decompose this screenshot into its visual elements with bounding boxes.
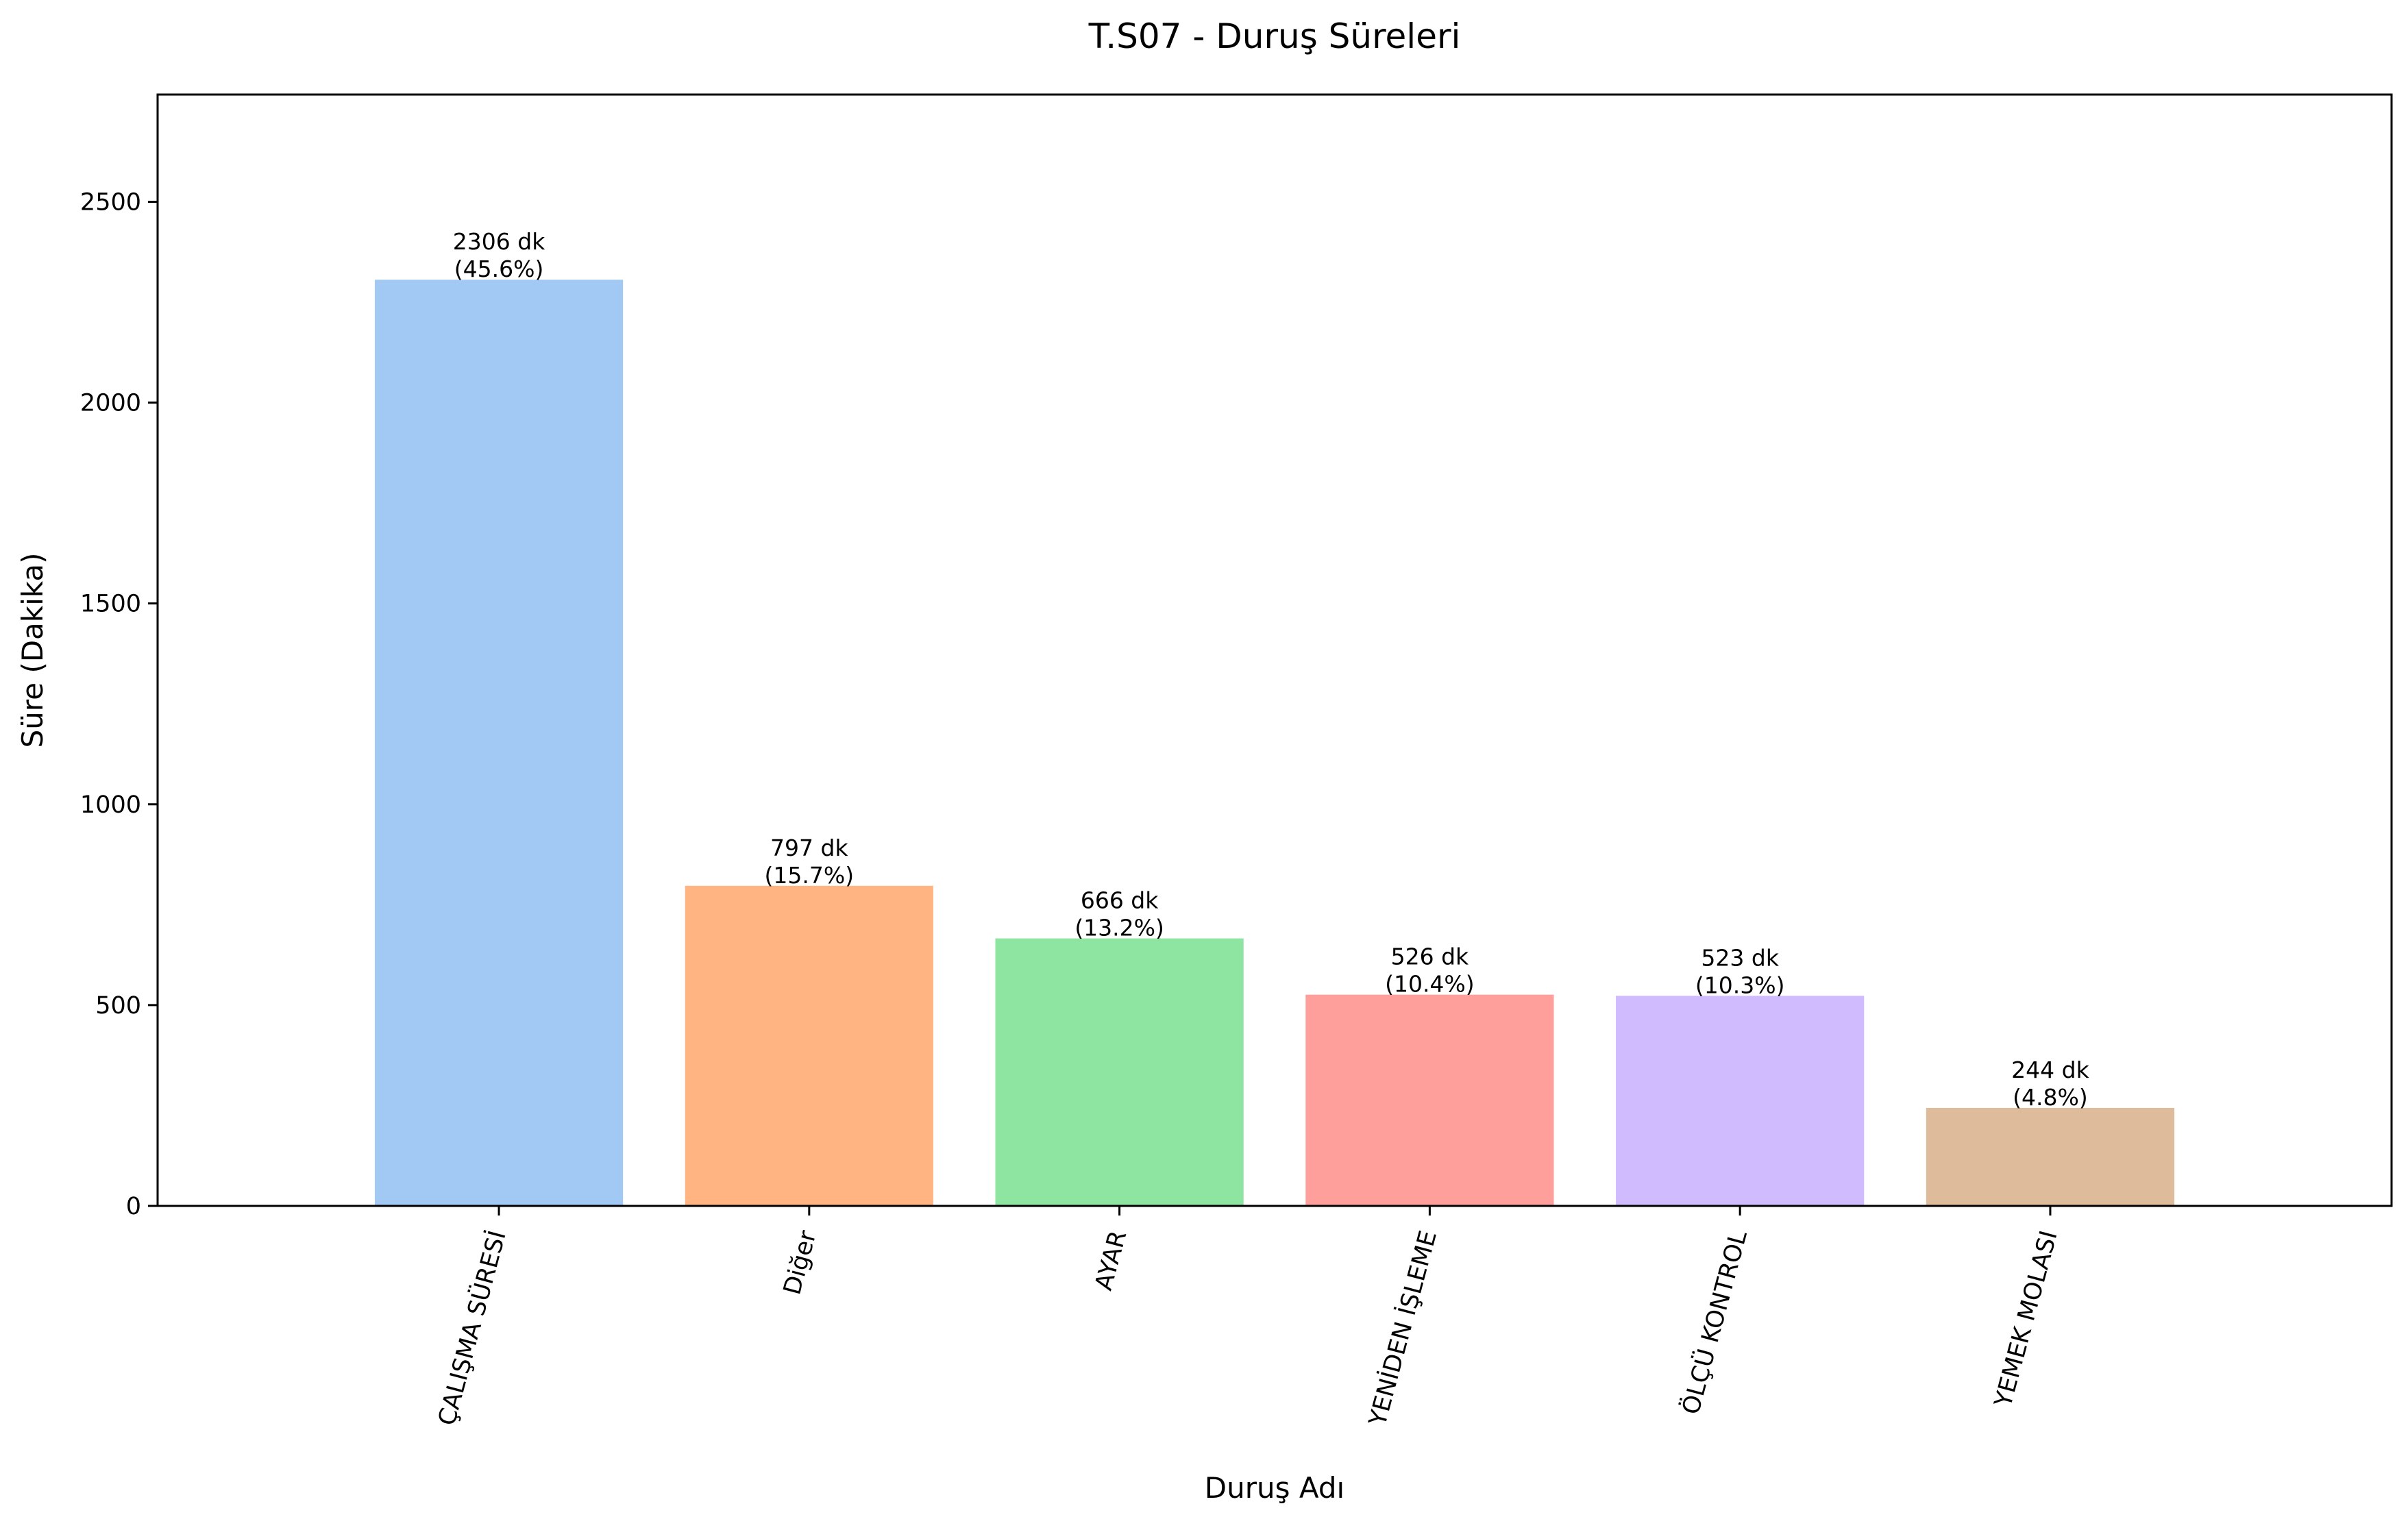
bar-value-label: 2306 dk: [453, 228, 545, 255]
bars-group: [374, 280, 2175, 1207]
plot-frame: [156, 93, 2393, 1207]
bar: [1305, 994, 1554, 1206]
bar-value-label: 526 dk: [1391, 943, 1469, 970]
bar-value-label: 523 dk: [1701, 944, 1779, 971]
bar-percent-label: (4.8%): [2013, 1084, 2088, 1111]
bar-value-label: 797 dk: [770, 835, 848, 861]
bar-percent-label: (10.3%): [1695, 972, 1785, 998]
bar: [685, 885, 933, 1206]
y-axis-label: Süre (Dakika): [16, 553, 49, 748]
bar-percent-label: (10.4%): [1385, 971, 1475, 998]
bar-percent-label: (45.6%): [454, 256, 544, 282]
bar: [374, 280, 624, 1207]
y-tick-label: 1000: [80, 791, 141, 819]
bar-percent-label: (15.7%): [765, 862, 855, 889]
y-tick-label: 2500: [80, 189, 141, 217]
y-tick-label: 1500: [80, 591, 141, 618]
y-tick-label: 500: [95, 992, 141, 1020]
y-tick-label: 0: [126, 1193, 141, 1220]
chart-title: T.S07 - Duruş Süreleri: [1088, 16, 1461, 56]
y-axis: 0 500 1000 1500 2000 2500: [80, 189, 158, 1220]
bar-value-label: 244 dk: [2011, 1057, 2089, 1083]
bar-labels-group: 2306 dk(45.6%) 797 dk(15.7%) 666 dk(13.2%)…: [453, 228, 2090, 1111]
bar-percent-label: (13.2%): [1074, 915, 1164, 941]
bar: [1926, 1107, 2175, 1206]
bar: [995, 938, 1244, 1206]
x-axis-label: Duruş Adı: [1205, 1471, 1344, 1505]
bar: [1616, 996, 1865, 1206]
y-tick-label: 2000: [80, 390, 141, 417]
bar-value-label: 666 dk: [1081, 887, 1159, 914]
